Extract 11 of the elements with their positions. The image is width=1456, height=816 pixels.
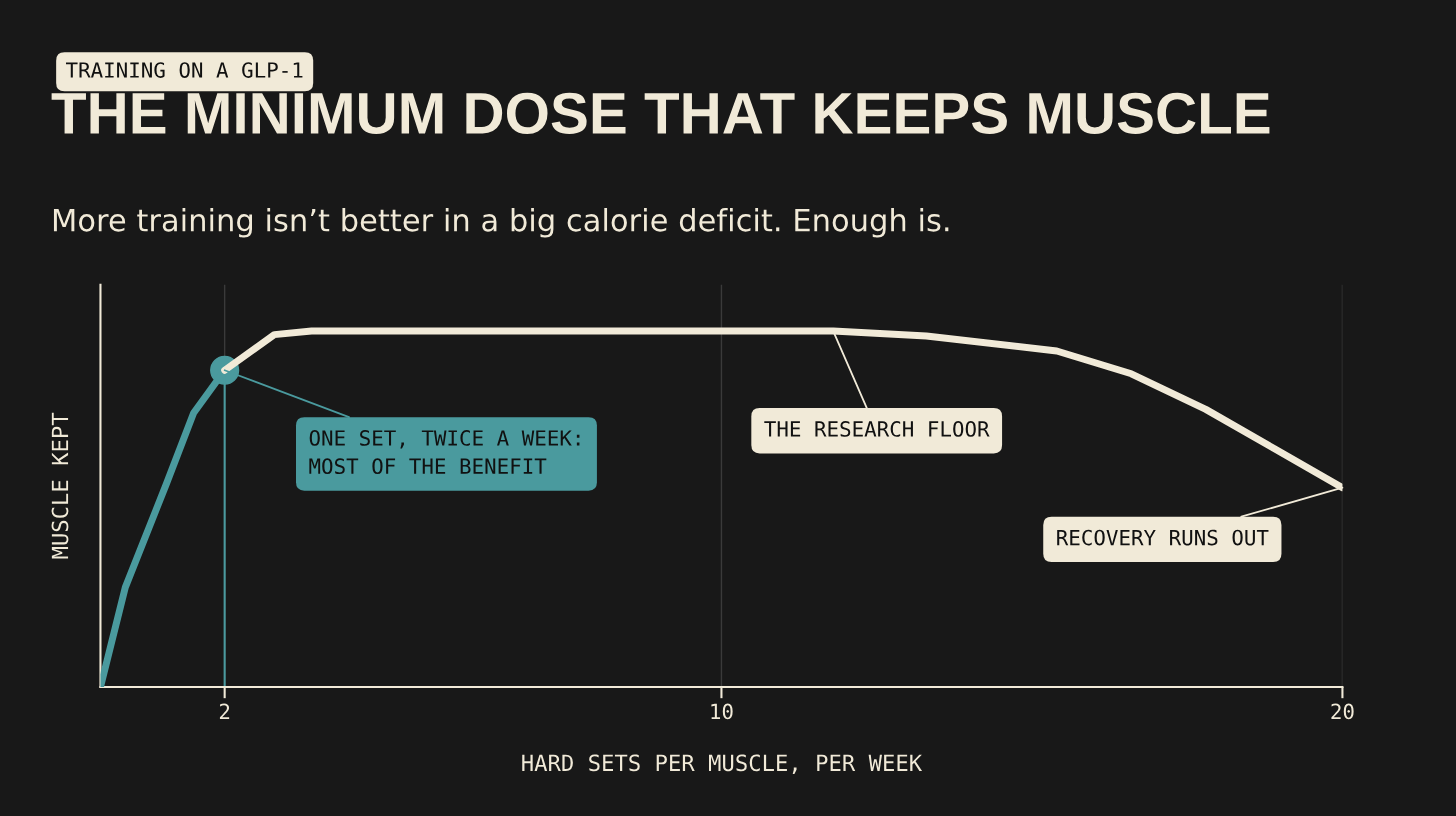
x-tick-label: 10 [711, 703, 733, 720]
x-axis-title: HARD SETS PER MUSCLE, PER WEEK [522, 754, 923, 774]
annotation: RECOVERY RUNS OUT [1057, 529, 1269, 546]
y-axis-title: MUSCLE KEPT [51, 412, 69, 559]
x-tick-label: 20 [1331, 703, 1354, 720]
annotation: THE RESEARCH FLOOR [764, 421, 990, 437]
annotation: ONE SET, TWICE A WEEK: MOST OF THE BENEFIT [309, 430, 580, 475]
text: TRAINING ON A GLP-1 [66, 62, 303, 78]
x-tick-label: 2 [219, 703, 230, 719]
chart-title: THE MINIMUM DOSE THAT KEEPS MUSCLE [51, 92, 1270, 134]
chart-subtitle: More training isn’t better in a big calorie deficit. Enough is. [53, 207, 949, 238]
